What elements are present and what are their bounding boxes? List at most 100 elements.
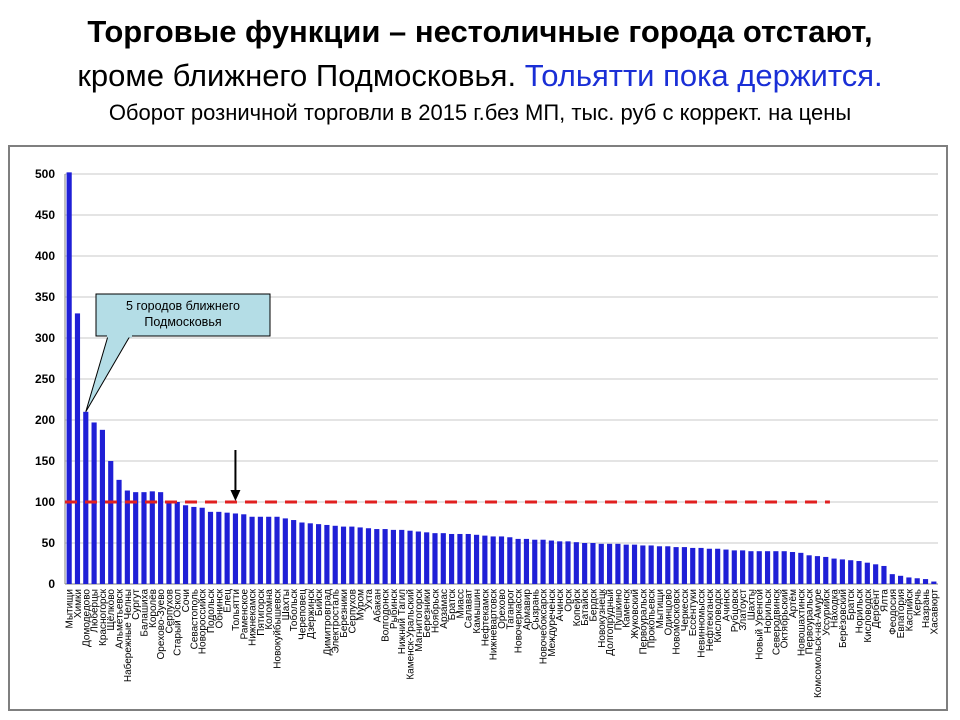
x-tick-label: Сызрань	[530, 589, 541, 630]
bar	[349, 526, 355, 584]
bar	[332, 525, 338, 584]
x-tick-label: Сургут	[131, 589, 142, 620]
x-tick-label: Нижний Тагил	[397, 589, 408, 654]
x-tick-label: Шахты	[746, 589, 757, 620]
x-tick-label: Химки	[73, 589, 84, 618]
x-tick-label: Домодедово	[81, 589, 92, 647]
bar	[440, 533, 446, 584]
bar	[623, 544, 629, 584]
x-tick-label: Бийск	[314, 588, 325, 616]
callout-text-line: 5 городов ближнего	[126, 299, 240, 313]
x-tick-label: Абакан	[371, 589, 383, 622]
x-tick-label: Новый Уренгой	[755, 589, 766, 660]
x-tick-label: Красногорск	[98, 588, 109, 646]
x-tick-label: Долгопрудный	[605, 589, 616, 656]
x-tick-label: Ухта	[364, 589, 375, 610]
bar	[108, 461, 114, 584]
x-tick-label: Новороссийск	[198, 588, 209, 654]
x-tick-label: Люберцы	[89, 589, 101, 633]
bar	[432, 533, 438, 584]
bar	[873, 564, 879, 584]
bar	[706, 548, 712, 584]
bar	[922, 579, 929, 584]
bar	[382, 529, 388, 584]
x-tick-label: Волгодонск	[381, 588, 392, 642]
title-line-2-black: кроме ближнего Подмосковья.	[77, 58, 525, 93]
bar	[540, 539, 546, 584]
callout-text-line: Подмосковья	[144, 315, 221, 329]
bar	[66, 172, 72, 585]
y-tick-label: 350	[35, 290, 55, 304]
x-tick-label: Арзамас	[439, 589, 450, 629]
y-tick-label: 250	[35, 372, 55, 386]
x-tick-label: Евпатория	[896, 589, 907, 638]
bar	[133, 492, 139, 584]
bar	[141, 492, 147, 584]
x-tick-label: Новомосковск	[672, 588, 683, 654]
y-tick-label: 0	[48, 577, 55, 591]
bar	[681, 547, 687, 584]
bar-chart: 050100150200250300350400450500МытищиХимк…	[35, 167, 940, 698]
bar	[291, 520, 297, 584]
bar	[573, 542, 579, 584]
callout-box	[95, 293, 271, 337]
x-tick-label: Батайск	[580, 588, 591, 626]
marker-arrow-head	[230, 490, 241, 501]
bar	[449, 533, 455, 584]
x-tick-label: Комсомольск-на-Амуре	[813, 589, 824, 698]
x-tick-label: Артём	[788, 589, 799, 618]
bar	[773, 551, 779, 584]
bar	[457, 533, 463, 584]
x-tick-label: Одинцово	[663, 589, 674, 636]
callout-text: 5 городов ближнего Подмосковья	[126, 299, 240, 329]
bar	[532, 539, 538, 584]
x-tick-label: Пушкино	[613, 589, 624, 631]
bar	[931, 581, 937, 584]
x-tick-label: Берёзовский	[838, 589, 849, 648]
bar	[631, 544, 638, 584]
bar	[274, 516, 280, 584]
bar	[232, 513, 239, 584]
bar	[798, 552, 804, 584]
x-tick-label: Каспийск	[904, 588, 915, 631]
bar	[756, 551, 762, 584]
bar	[848, 560, 854, 584]
chart-frame: 0 50 100 150 200 250 300 350 400 450 500 Мытищи Химк…	[8, 145, 948, 711]
x-tick-label: Сочи	[181, 589, 192, 612]
x-tick-label: Хасавюрт	[929, 589, 940, 635]
y-tick-label: 300	[35, 331, 55, 345]
bar	[282, 518, 288, 584]
bar	[523, 538, 530, 584]
x-tick-label: Димитровград	[322, 589, 333, 656]
x-tick-label: Камышин	[472, 589, 483, 634]
bar	[740, 550, 746, 584]
bar	[856, 561, 862, 584]
y-tick-label: 50	[42, 536, 56, 550]
x-tick-label: Старый Оскол	[173, 589, 184, 656]
x-tick-label: Нижневартовск	[489, 588, 500, 660]
x-tick-label: Тобольск	[288, 588, 300, 631]
bar	[640, 545, 646, 584]
bar	[789, 552, 796, 584]
bar	[473, 534, 480, 584]
x-tick-label: Таганрог	[505, 589, 516, 630]
bar	[648, 545, 654, 584]
bar	[781, 551, 787, 584]
bar	[124, 490, 130, 584]
x-tick-label: Октябрьский	[779, 589, 791, 648]
bar	[889, 574, 895, 584]
bar	[99, 429, 105, 584]
x-tick-label: Новокузнецк	[597, 588, 608, 647]
x-tick-label: Новокуйбышевск	[272, 588, 284, 668]
x-tick-label: Серпухов	[347, 589, 358, 634]
bar	[557, 541, 563, 584]
bar	[299, 522, 305, 584]
x-tick-label: Пятигорск	[256, 588, 267, 635]
bar	[898, 575, 904, 584]
x-tick-label: Мытищи	[65, 589, 76, 629]
x-tick-label: Кисловодск	[863, 588, 874, 642]
bar	[374, 529, 380, 584]
x-tick-label: Березники	[422, 589, 433, 638]
x-tick-label: Каменск-Уральский	[406, 589, 417, 680]
x-tick-label: Ачинск	[721, 588, 732, 621]
